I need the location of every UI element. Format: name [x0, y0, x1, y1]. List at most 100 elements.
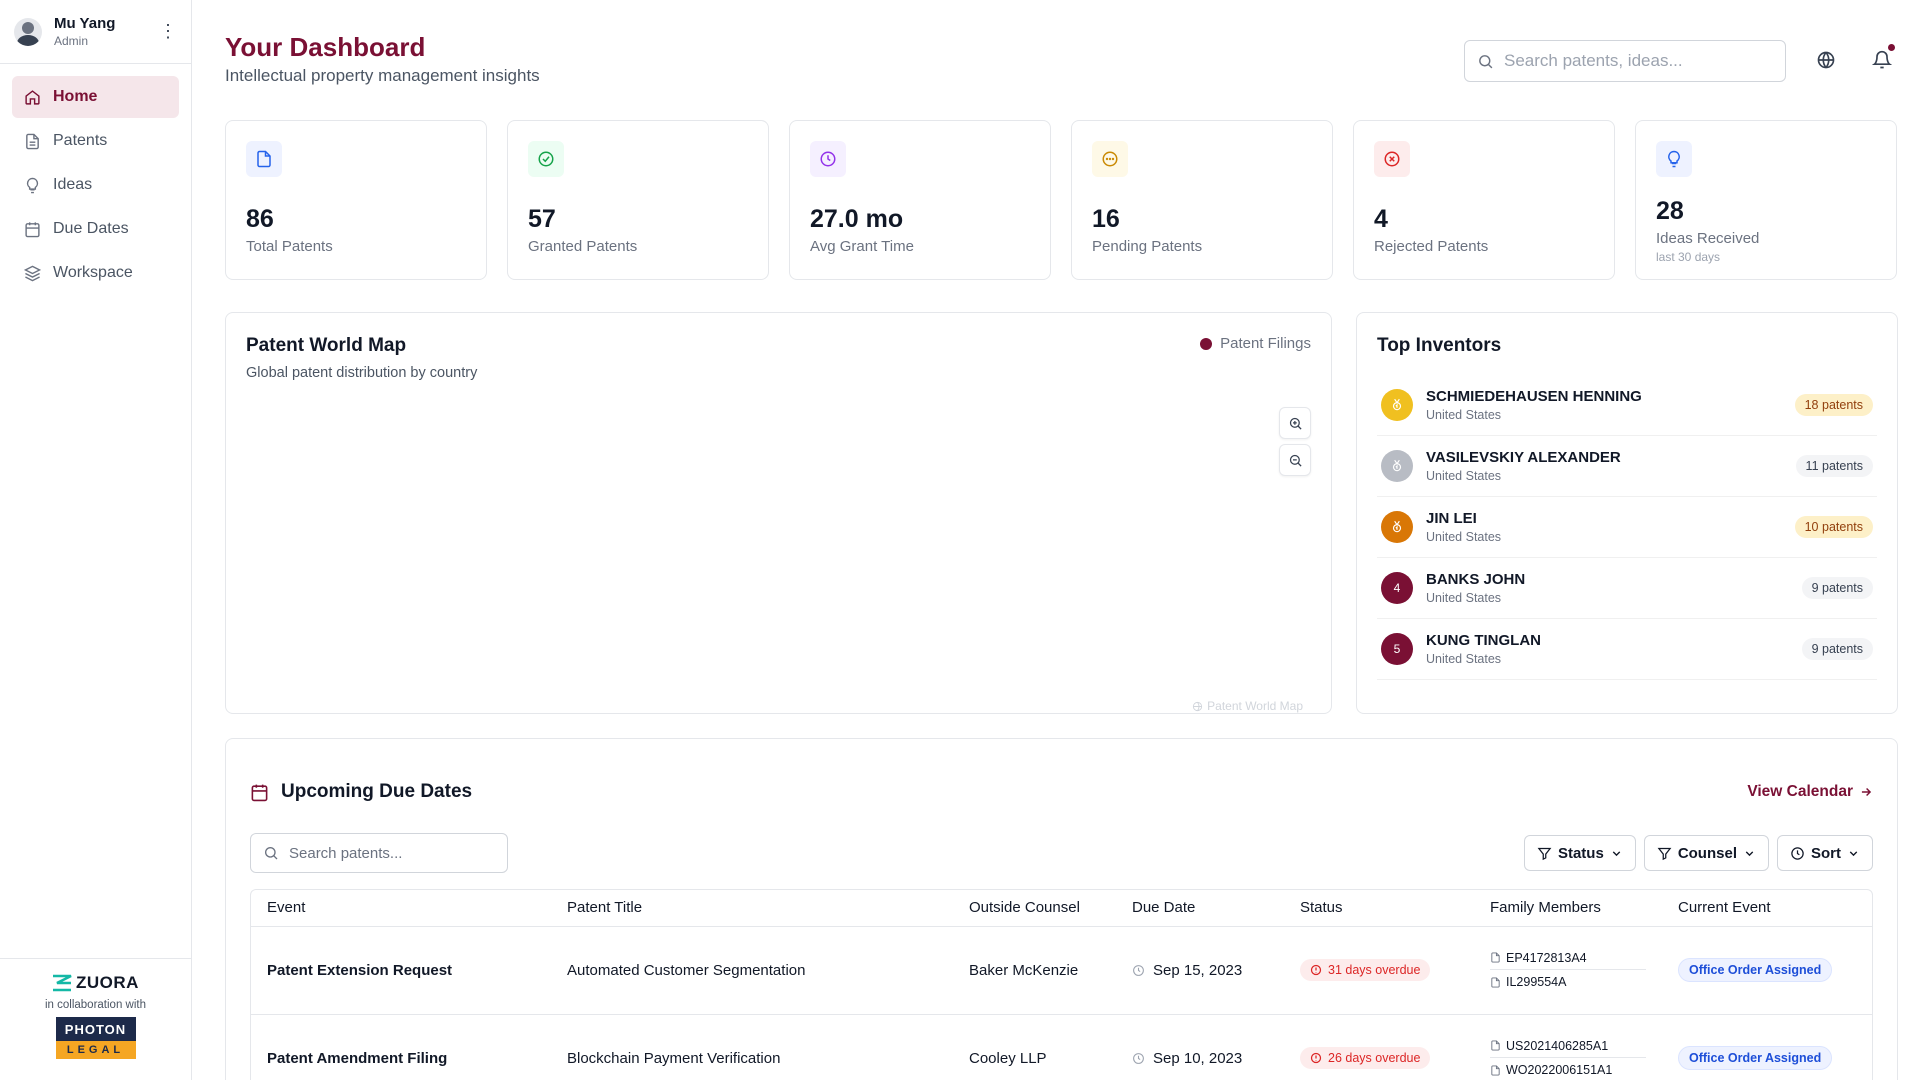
notification-dot	[1888, 44, 1895, 51]
inventor-rank-badge	[1381, 389, 1413, 421]
stat-card-avg-grant-time[interactable]: 27.0 mo Avg Grant Time	[789, 120, 1051, 280]
status-cell: 31 days overdue	[1284, 926, 1474, 1015]
home-icon	[25, 89, 40, 105]
filter-label: Counsel	[1677, 844, 1737, 862]
stat-label: Ideas Received	[1656, 230, 1760, 247]
family-member[interactable]: WO2022006151A1	[1490, 1058, 1646, 1080]
current-event-cell: Office Order Assigned	[1662, 1014, 1872, 1080]
stat-icon-wrap	[810, 141, 846, 177]
column-header[interactable]: Family Members	[1474, 890, 1662, 927]
status-filter-button[interactable]: Status	[1523, 835, 1636, 871]
due-dates-search-input[interactable]	[289, 844, 489, 862]
globe-icon[interactable]	[1816, 50, 1836, 70]
inventor-row[interactable]: VASILEVSKIY ALEXANDER United States 11 p…	[1377, 436, 1877, 497]
search-icon	[265, 847, 278, 860]
document-icon	[1491, 952, 1500, 963]
due-dates-table: Event Patent Title Outside Counsel Due D…	[250, 889, 1873, 1080]
nav-label: Due Dates	[53, 220, 129, 237]
photon-legal-logo: PHOTON LEGAL	[55, 1017, 136, 1059]
family-member[interactable]: IL299554A	[1490, 970, 1646, 994]
medal-icon	[1392, 459, 1402, 472]
clock-icon	[1133, 964, 1144, 976]
stat-card-granted-patents[interactable]: 57 Granted Patents	[507, 120, 769, 280]
stat-card-total-patents[interactable]: 86 Total Patents	[225, 120, 487, 280]
table-row[interactable]: Patent Amendment Filing Blockchain Payme…	[251, 1014, 1872, 1080]
main-nav: Home Patents Ideas Due Dates Workspace	[0, 64, 191, 308]
inventor-row[interactable]: 5 KUNG TINGLAN United States 9 patents	[1377, 619, 1877, 680]
zoom-in-button[interactable]	[1279, 407, 1311, 439]
stat-card-ideas-received[interactable]: 28 Ideas Received last 30 days	[1635, 120, 1897, 280]
nav-item-patents[interactable]: Patents	[12, 120, 179, 162]
family-member[interactable]: US2021406285A1	[1490, 1034, 1646, 1058]
globe-icon	[1193, 701, 1203, 711]
bell-icon[interactable]	[1872, 50, 1892, 70]
due-date-cell: Sep 15, 2023	[1116, 926, 1284, 1015]
nav-item-ideas[interactable]: Ideas	[12, 164, 179, 206]
due-dates-heading: Upcoming Due Dates	[250, 781, 472, 803]
avatar	[14, 17, 42, 46]
overdue-badge: 26 days overdue	[1300, 1047, 1431, 1069]
patent-world-map-card: Patent World Map Global patent distribut…	[225, 312, 1332, 714]
x-circle-icon	[1384, 151, 1400, 167]
search-icon	[1479, 54, 1493, 68]
inventor-row[interactable]: JIN LEI United States 10 patents	[1377, 497, 1877, 558]
medal-icon	[1392, 398, 1402, 411]
nav-item-due-dates[interactable]: Due Dates	[12, 208, 179, 250]
attribution-text: Patent World Map	[1207, 699, 1303, 713]
document-icon	[257, 150, 271, 168]
column-header[interactable]: Event	[251, 890, 551, 927]
sidebar-footer: ZUORA in collaboration with PHOTON LEGAL	[0, 958, 191, 1080]
inventor-row[interactable]: 4 BANKS JOHN United States 9 patents	[1377, 558, 1877, 619]
clock-icon	[1133, 1052, 1144, 1064]
calendar-icon	[251, 784, 268, 801]
column-header[interactable]: Current Event	[1662, 890, 1872, 927]
stat-icon-wrap	[528, 141, 564, 177]
clock-icon	[1791, 846, 1804, 860]
column-header[interactable]: Patent Title	[551, 890, 953, 927]
nav-item-workspace[interactable]: Workspace	[12, 252, 179, 294]
stat-value: 86	[246, 205, 274, 233]
inventor-rank-badge: 5	[1381, 633, 1413, 665]
map-legend: Patent Filings	[1200, 335, 1311, 352]
event-cell: Patent Amendment Filing	[251, 1014, 551, 1080]
chevron-down-icon	[1849, 850, 1858, 856]
family-members-cell: US2021406285A1 WO2022006151A1	[1474, 1014, 1662, 1080]
legend-swatch	[1200, 337, 1213, 350]
counsel-filter-button[interactable]: Counsel	[1643, 835, 1769, 871]
global-search-input[interactable]	[1504, 51, 1774, 71]
view-calendar-link[interactable]: View Calendar	[1747, 783, 1873, 801]
stat-card-pending-patents[interactable]: 16 Pending Patents	[1071, 120, 1333, 280]
nav-item-home[interactable]: Home	[12, 76, 179, 118]
stat-card-rejected-patents[interactable]: 4 Rejected Patents	[1353, 120, 1615, 280]
legend-label: Patent Filings	[1220, 335, 1311, 352]
sort-button[interactable]: Sort	[1777, 835, 1873, 871]
due-date-text: Sep 10, 2023	[1153, 1049, 1243, 1067]
check-circle-icon	[538, 151, 554, 167]
user-profile[interactable]: Mu Yang Admin ⋮	[0, 0, 191, 64]
due-date-cell: Sep 10, 2023	[1116, 1014, 1284, 1080]
family-member[interactable]: EP4172813A4	[1490, 946, 1646, 970]
zoom-out-button[interactable]	[1279, 444, 1311, 476]
inventor-country: United States	[1426, 408, 1502, 422]
alert-circle-icon	[1310, 964, 1322, 976]
patent-title-cell: Automated Customer Segmentation	[551, 926, 953, 1015]
inventor-row[interactable]: SCHMIEDEHAUSEN HENNING United States 18 …	[1377, 375, 1877, 436]
status-cell: 26 days overdue	[1284, 1014, 1474, 1080]
zuora-wordmark: ZUORA	[76, 973, 139, 992]
family-member-id: WO2022006151A1	[1506, 1063, 1613, 1077]
inventor-rank-badge: 4	[1381, 572, 1413, 604]
document-icon	[1491, 1064, 1500, 1076]
due-dates-search[interactable]	[250, 833, 508, 873]
column-header[interactable]: Due Date	[1116, 890, 1284, 927]
global-search[interactable]	[1464, 40, 1786, 82]
stat-value: 57	[528, 205, 556, 233]
more-options-icon[interactable]: ⋮	[159, 21, 177, 41]
filter-label: Sort	[1811, 844, 1841, 862]
column-header[interactable]: Status	[1284, 890, 1474, 927]
lightbulb-icon	[26, 177, 39, 193]
column-header[interactable]: Outside Counsel	[953, 890, 1116, 927]
inventor-country: United States	[1426, 652, 1502, 666]
inventor-patent-count: 10 patents	[1794, 516, 1873, 538]
table-row[interactable]: Patent Extension Request Automated Custo…	[251, 926, 1872, 1015]
nav-label: Workspace	[53, 264, 133, 281]
